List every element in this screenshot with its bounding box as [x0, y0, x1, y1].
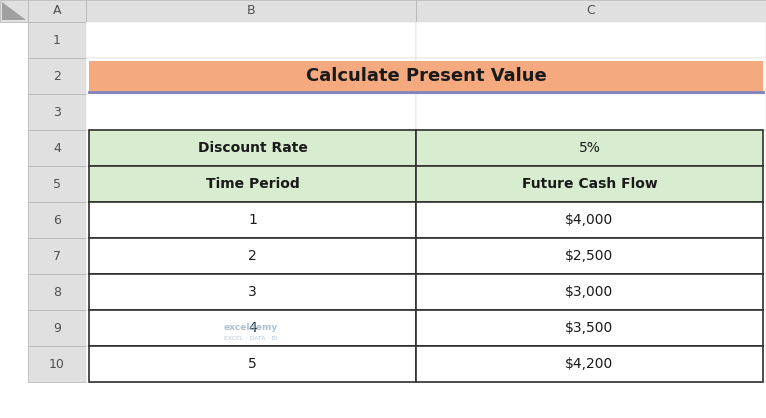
Text: 3: 3 [53, 105, 61, 118]
Text: EXCEL · DATA · BI: EXCEL · DATA · BI [224, 336, 278, 341]
Text: Discount Rate: Discount Rate [198, 141, 307, 155]
Bar [416, 166, 766, 202]
Bar [89, 310, 416, 346]
Bar [28, 94, 86, 130]
Bar [416, 22, 766, 58]
Text: exceldemy: exceldemy [224, 324, 278, 332]
Bar [28, 202, 86, 238]
Bar [416, 238, 766, 274]
Bar [86, 274, 416, 310]
Bar [89, 166, 416, 202]
Bar [416, 274, 763, 310]
Bar [86, 310, 416, 346]
Text: 2: 2 [248, 249, 257, 263]
Bar [416, 58, 766, 94]
Bar [86, 238, 416, 274]
Text: 1: 1 [248, 213, 257, 227]
Text: Time Period: Time Period [205, 177, 300, 191]
Bar [86, 166, 416, 202]
Text: 2: 2 [53, 69, 61, 82]
Bar [28, 310, 86, 346]
Bar [416, 274, 766, 310]
Text: 5: 5 [248, 357, 257, 371]
Bar [416, 202, 763, 238]
Bar [416, 94, 766, 130]
Bar [86, 0, 416, 22]
Text: 4: 4 [53, 142, 61, 155]
Bar [0, 0, 28, 22]
Bar [416, 130, 766, 166]
Text: $4,200: $4,200 [565, 357, 614, 371]
Bar [28, 274, 86, 310]
Bar [89, 61, 763, 91]
Bar [86, 58, 416, 94]
Bar [28, 0, 86, 22]
Text: 4: 4 [248, 321, 257, 335]
Bar [28, 130, 86, 166]
Polygon shape [2, 2, 26, 20]
Bar [416, 346, 766, 382]
Text: $3,000: $3,000 [565, 285, 614, 299]
Bar [416, 202, 766, 238]
Bar [86, 130, 416, 166]
Text: Future Cash Flow: Future Cash Flow [522, 177, 657, 191]
Text: 1: 1 [53, 33, 61, 46]
Text: $4,000: $4,000 [565, 213, 614, 227]
Text: 5%: 5% [578, 141, 601, 155]
Bar [89, 238, 416, 274]
Text: 7: 7 [53, 250, 61, 263]
Bar [28, 346, 86, 382]
Bar [416, 166, 763, 202]
Bar [28, 58, 86, 94]
Text: 6: 6 [53, 214, 61, 227]
Text: 9: 9 [53, 321, 61, 334]
Text: Calculate Present Value: Calculate Present Value [306, 67, 546, 85]
Bar [28, 22, 86, 58]
Bar [416, 130, 763, 166]
Bar [28, 166, 86, 202]
Bar [89, 130, 416, 166]
Text: 8: 8 [53, 285, 61, 298]
Bar [89, 274, 416, 310]
Bar [416, 310, 763, 346]
Bar [416, 0, 766, 22]
Text: $2,500: $2,500 [565, 249, 614, 263]
Bar [86, 22, 416, 58]
Text: 3: 3 [248, 285, 257, 299]
Bar [28, 238, 86, 274]
Bar [89, 346, 416, 382]
Text: A: A [53, 5, 61, 18]
Bar [416, 310, 766, 346]
Text: 10: 10 [49, 357, 65, 370]
Text: 5: 5 [53, 178, 61, 191]
Bar [416, 238, 763, 274]
Bar [86, 202, 416, 238]
Text: $3,500: $3,500 [565, 321, 614, 335]
Text: B: B [247, 5, 255, 18]
Bar [416, 346, 763, 382]
Bar [86, 94, 416, 130]
Text: C: C [587, 5, 595, 18]
Bar [86, 346, 416, 382]
Bar [89, 202, 416, 238]
